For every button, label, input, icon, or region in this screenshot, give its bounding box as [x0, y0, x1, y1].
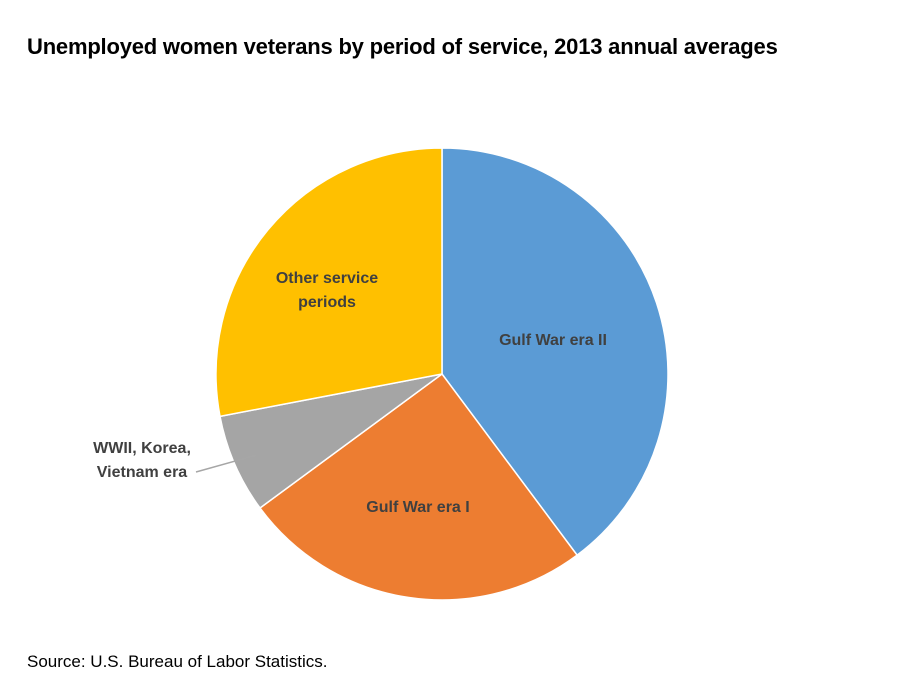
- pie-slice-wwii-korea-vietnam-era: [219, 373, 443, 510]
- slice-label-gulf-war-era-i: Gulf War era I: [366, 499, 469, 516]
- pie-slices: [215, 147, 669, 601]
- pie-slice-other-service-periods: [215, 147, 443, 418]
- pie-slice-gulf-war-era-i: [258, 372, 579, 601]
- chart-title: Unemployed women veterans by period of s…: [27, 34, 778, 59]
- slice-label-other-service-periods: Other service periods: [276, 270, 378, 311]
- slice-labels: Gulf War era II Gulf War era I WWII, Korea…: [93, 270, 607, 516]
- leader-lines: [195, 454, 256, 473]
- pie-slice-gulf-war-era-ii: [441, 147, 669, 557]
- slice-label-wwii-korea-vietnam-era: WWII, Korea, Vietnam era: [93, 440, 191, 481]
- leader-line-wwii-korea-vietnam-era: [195, 454, 256, 473]
- slice-label-gulf-war-era-ii: Gulf War era II: [499, 332, 607, 349]
- source-note: Source: U.S. Bureau of Labor Statistics.: [27, 652, 328, 671]
